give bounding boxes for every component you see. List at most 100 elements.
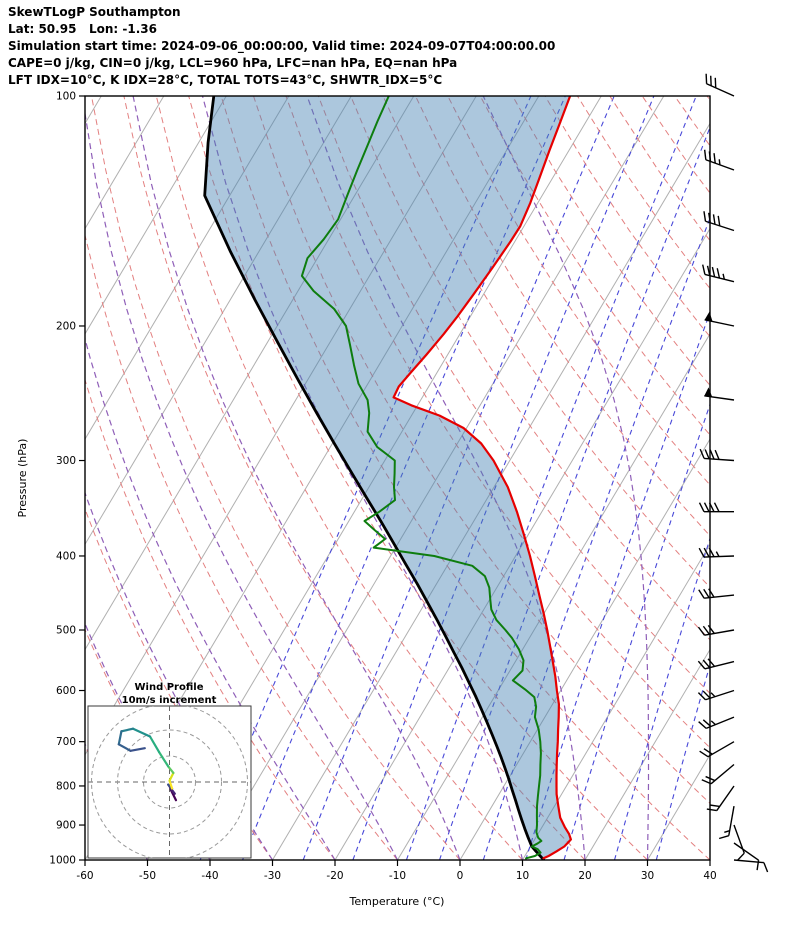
barb-feather (716, 268, 721, 279)
barb-feather (708, 547, 715, 558)
wind-barb (705, 73, 735, 97)
wind-barb (698, 588, 735, 599)
barb-staff (733, 824, 745, 854)
hodograph-trace-segment (117, 730, 123, 746)
dry-adiabat-line (85, 233, 398, 860)
barb-feather (718, 834, 729, 840)
barb-feather (703, 748, 713, 755)
x-tick-label: 20 (578, 870, 591, 882)
wind-barb (733, 859, 769, 873)
hodograph-trace-segment (120, 727, 135, 733)
mixing-ratio-line (405, 96, 697, 860)
moist-adiabat-line (132, 96, 461, 860)
x-tick-label: 40 (703, 870, 716, 882)
barb-feather (703, 149, 707, 160)
barb-staff (728, 805, 735, 836)
wind-barb (702, 264, 735, 283)
x-tick-label: 30 (641, 870, 654, 882)
wind-barb (698, 502, 734, 513)
wind-barb (698, 547, 735, 558)
y-tick-label: 900 (56, 820, 76, 832)
x-tick-label: -40 (201, 870, 218, 882)
hodograph-trace-segment (148, 735, 161, 754)
dry-adiabat-line (674, 96, 710, 147)
dry-adiabat-line (415, 96, 710, 537)
wind-barb (697, 624, 735, 636)
barb-feather (698, 502, 705, 513)
wind-barb (697, 658, 735, 670)
barb-feather (702, 690, 711, 699)
wind-barb (698, 716, 735, 729)
barb-feather (713, 502, 720, 513)
temperature-profile-line (392, 96, 572, 860)
x-tick-label: -50 (139, 870, 156, 882)
mixing-ratio-line (482, 216, 710, 860)
wind-barb (704, 387, 735, 401)
dry-adiabat-line (85, 378, 336, 860)
mixing-ratio-line (563, 402, 710, 860)
dry-adiabat-line (544, 96, 710, 338)
x-tick-label: -20 (326, 870, 343, 882)
hodograph-trace-segment (168, 771, 175, 782)
barb-feather (708, 588, 715, 598)
x-tick-label: 10 (516, 870, 529, 882)
barb-feather (710, 75, 712, 86)
barb-feather (698, 547, 705, 558)
barb-half-feather (722, 273, 725, 280)
wind-barb (703, 149, 735, 171)
barb-feather (697, 626, 706, 636)
barb-feather (711, 266, 716, 278)
barb-staff (733, 842, 759, 861)
wind-barb (718, 805, 735, 840)
y-tick-label: 600 (56, 685, 76, 697)
y-axis-label: Pressure (hPa) (16, 439, 29, 518)
negative-buoyancy-shade (204, 96, 571, 860)
wind-barb (704, 311, 735, 327)
moist-adiabat-line (201, 96, 524, 860)
barb-feather (698, 589, 705, 599)
isotherm-line (334, 227, 710, 860)
barb-feather (701, 779, 712, 785)
hodograph-trace-segment (129, 747, 146, 752)
header-latlon: Lat: 50.95 Lon: -1.36 (8, 22, 157, 36)
barb-feather (697, 692, 706, 701)
barb-feather (699, 448, 705, 459)
barb-feather (717, 215, 721, 226)
dry-adiabat-line (641, 96, 710, 194)
y-tick-label: 200 (56, 321, 76, 333)
hodograph-subtitle: 10m/s increment (122, 695, 217, 706)
barb-feather (703, 502, 710, 513)
wind-barb (733, 842, 760, 871)
isotherm-line (709, 859, 710, 860)
barb-feather (699, 750, 709, 758)
barb-feather (714, 449, 720, 460)
mixing-ratio-line (352, 96, 655, 860)
barb-half-feather (710, 692, 716, 698)
isotherm-line (459, 438, 710, 860)
y-tick-label: 800 (56, 781, 76, 793)
moist-adiabat-line (482, 96, 650, 860)
header-cape-line: CAPE=0 j/kg, CIN=0 j/kg, LCL=960 hPa, LF… (8, 56, 457, 70)
header-times: Simulation start time: 2024-09-06_00:00:… (8, 39, 555, 54)
wind-barb (703, 211, 735, 232)
barb-feather (714, 77, 717, 88)
barb-feather (712, 214, 716, 225)
x-tick-label: 0 (457, 870, 464, 882)
hodograph-trace-segment (132, 727, 152, 738)
isotherm-line (647, 753, 710, 860)
isotherm-line (85, 96, 352, 546)
barb-feather (706, 265, 711, 276)
y-tick-label: 100 (56, 91, 76, 103)
barb-feather (705, 775, 716, 782)
barb-feather (703, 211, 707, 222)
barb-half-feather (715, 551, 720, 557)
barb-half-feather (710, 720, 716, 726)
moist-adiabat-line (306, 96, 586, 860)
wind-barb (733, 824, 745, 861)
hodograph-trace-segment (168, 779, 174, 790)
barb-staff (704, 273, 735, 283)
hodograph-ring (143, 755, 196, 809)
header-indices-line: LFT IDX=10°C, K IDX=28°C, TOTAL TOTS=43°… (8, 73, 442, 88)
